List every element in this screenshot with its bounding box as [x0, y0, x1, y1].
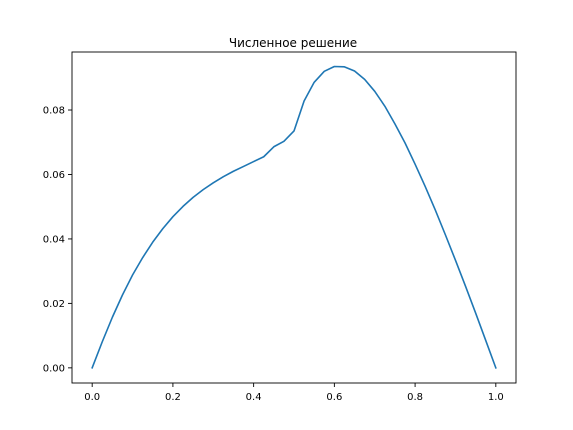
chart-title: Численное решение: [229, 36, 357, 50]
x-tick-label-4: 0.8: [407, 392, 423, 403]
x-tick-label-3: 0.6: [326, 392, 342, 403]
x-tick-label-2: 0.4: [246, 392, 262, 403]
y-tick-label-3: 0.06: [43, 170, 65, 181]
axes: 0.0 0.2 0.4 0.6 0.8 1.0 0.00 0.02 0.04 0.06 0.08: [43, 51, 517, 403]
x-tick-label-1: 0.2: [165, 392, 181, 403]
y-tick-label-1: 0.02: [43, 299, 65, 310]
x-tick-label-0: 0.0: [84, 392, 100, 403]
y-tick-label-0: 0.00: [43, 363, 65, 374]
series-line-0: [91, 65, 497, 369]
y-tick-label-2: 0.04: [43, 234, 65, 245]
x-tick-label-5: 1.0: [488, 392, 504, 403]
y-tick-label-4: 0.08: [43, 106, 65, 117]
plot-area: [91, 65, 497, 369]
axes-frame: [71, 51, 517, 384]
